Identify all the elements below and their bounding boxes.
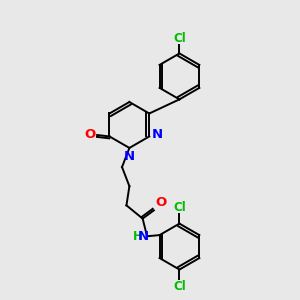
Text: H: H — [133, 230, 142, 243]
Text: Cl: Cl — [173, 201, 186, 214]
Text: Cl: Cl — [173, 280, 186, 292]
Text: Cl: Cl — [173, 32, 186, 45]
Text: N: N — [138, 230, 149, 243]
Text: O: O — [84, 128, 95, 142]
Text: O: O — [155, 196, 167, 209]
Text: N: N — [124, 150, 135, 163]
Text: N: N — [152, 128, 163, 142]
